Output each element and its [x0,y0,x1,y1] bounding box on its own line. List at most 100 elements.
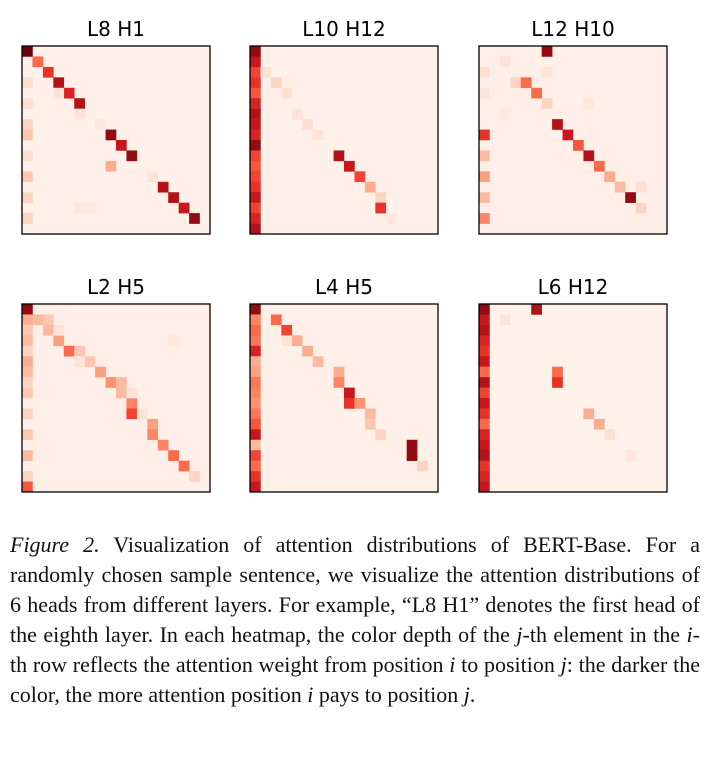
heatmap-cell [406,439,418,451]
heatmap-cell [74,356,85,367]
heatmap-cell [552,119,563,130]
heatmap-cell [281,335,293,347]
heatmap-cell [417,460,428,472]
heatmap-cell [136,408,148,420]
heatmap-frame [21,303,211,493]
heatmap-cell [479,171,490,183]
heatmap-cell [250,408,261,420]
heatmap-cell [250,429,261,441]
heatmap-cell [250,171,261,183]
heatmap-cell [250,439,261,451]
heatmap-cell [281,87,293,99]
heatmap-cell [250,98,261,109]
heatmap-cell [479,450,490,461]
heatmap-cell [614,181,626,193]
heatmap-background [479,304,667,492]
heatmap-cell [250,202,261,214]
heatmap-cell [552,377,563,388]
heatmap-cell [354,398,366,409]
heatmap-cell [105,129,117,141]
heatmap-title: L8 H1 [87,17,145,41]
heatmap-cell [95,366,106,378]
heatmap-cell [147,418,159,430]
heatmap-cell [178,460,190,472]
heatmap-cell [22,408,33,420]
heatmap-cell [354,171,366,183]
heatmap-panel: L12 H10 [478,17,668,235]
heatmap-cell [270,77,282,89]
heatmap-cell [22,450,33,461]
heatmap-cell [95,119,106,130]
heatmap-cell [479,150,490,162]
heatmap-cell [531,87,542,99]
heatmap-frame [249,303,439,493]
heatmap-cell [250,418,261,430]
heatmap-cell [479,481,490,493]
heatmap-cell [250,366,261,378]
heatmap-cell [604,171,616,183]
heatmap-cell [479,314,490,326]
heatmap-cell [74,108,85,120]
caption-label: Figure 2. [10,532,100,557]
heatmap-frame [478,45,668,235]
heatmap-cell [22,213,33,224]
heatmap-cell [593,160,605,172]
heatmap-cell [479,356,490,367]
heatmap-cell [22,356,33,367]
heatmap-cell [22,345,33,357]
heatmap-cell [479,87,490,99]
heatmap-cell [105,160,117,172]
heatmap-cell [22,471,33,482]
heatmap-cell [116,387,127,399]
heatmap-cell [42,324,54,336]
heatmap-cell [302,345,313,357]
heatmap-cell [385,213,397,224]
heatmap-cell [22,314,33,326]
heatmap-cell [573,140,584,151]
heatmap-cell [510,77,522,89]
heatmap-cell [250,150,261,162]
heatmap-cell [364,408,376,420]
heatmap-cell [406,450,418,461]
heatmap-cell [22,150,33,162]
heatmap-cell [74,98,85,109]
heatmap-cell [126,150,138,162]
heatmap-cell [583,408,595,420]
heatmap-cell [22,192,33,203]
heatmap-cell [302,119,313,130]
heatmap-cell [333,150,345,162]
heatmap-cell [604,429,616,441]
caption-text: Visualization of attention distributions… [10,532,700,707]
heatmap-title: L2 H5 [87,275,145,299]
heatmap-cell [593,418,605,430]
heatmap-cell [22,77,33,89]
heatmap-cell [479,471,490,482]
heatmap-cell [479,398,490,409]
heatmap-panel: L4 H5 [249,275,439,493]
heatmap-cell [250,192,261,203]
heatmap-cell [479,213,490,224]
heatmap-cell [250,213,261,224]
heatmap-cell [178,202,190,214]
heatmap-cell [250,460,261,472]
heatmap-cell [168,335,179,347]
heatmap-cell [22,481,33,493]
heatmap-cell [189,213,200,224]
heatmap-title: L10 H12 [302,17,385,41]
heatmap-cell [250,398,261,409]
heatmap-cell [250,335,261,347]
heatmap-cell [291,335,303,347]
heatmap-cell [168,450,179,461]
heatmap-cell [364,181,376,193]
heatmap-cell [250,66,261,78]
heatmap-cell [53,335,65,347]
heatmap-cell [333,366,345,378]
heatmap-cell [260,66,272,78]
heatmap-cell [541,66,553,78]
heatmap-cell [344,387,355,399]
heatmap-cell [53,324,65,336]
heatmap-cell [375,429,387,441]
heatmap-cell [250,119,261,130]
heatmap-cell [270,314,282,326]
heatmap-background [250,46,438,234]
